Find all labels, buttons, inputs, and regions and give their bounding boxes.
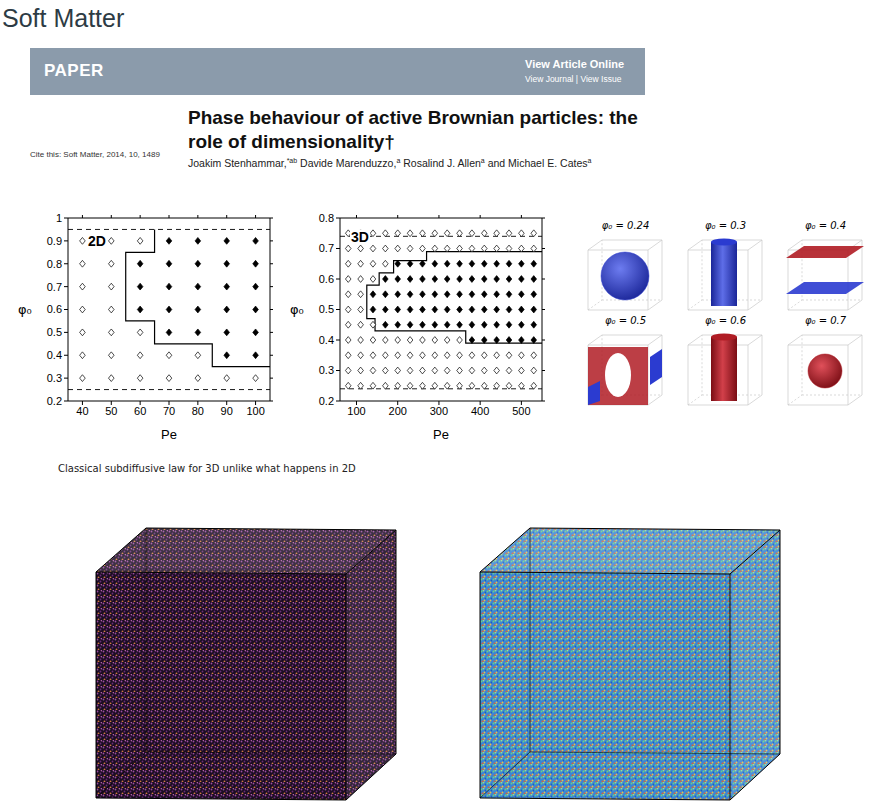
svg-text:300: 300 — [430, 405, 448, 417]
svg-text:0.3: 0.3 — [319, 364, 334, 376]
svg-text:200: 200 — [389, 405, 407, 417]
svg-text:φ₀: φ₀ — [18, 302, 32, 317]
html-text:φ₀ = 0.3: φ₀ = 0.3 — [704, 220, 747, 231]
html-text:Cite this: Soft Matter, 2014,: Cite this: Soft Matter, 2014, 10, 1489 — [30, 150, 160, 159]
html-text:3D: 3D — [351, 229, 369, 245]
svg-text:Pe: Pe — [433, 427, 449, 442]
html-text:φ₀ = 0.6: φ₀ = 0.6 — [704, 315, 747, 326]
svg-text:100: 100 — [347, 405, 365, 417]
html-text:Phase behaviour of active Brow: Phase behaviour of active Brownian parti… — [188, 107, 638, 152]
svg-text:70: 70 — [163, 405, 175, 417]
svg-text:0.3: 0.3 — [47, 372, 62, 384]
svg-text:50: 50 — [105, 405, 117, 417]
svg-text:0.9: 0.9 — [47, 235, 62, 247]
svg-text:0.7: 0.7 — [319, 242, 334, 254]
svg-text:0.8: 0.8 — [319, 212, 334, 224]
svg-text:0.2: 0.2 — [47, 395, 62, 407]
svg-text:φ₀: φ₀ — [290, 302, 304, 317]
svg-text:90: 90 — [221, 405, 233, 417]
svg-text:1: 1 — [56, 212, 62, 224]
svg-text:60: 60 — [134, 405, 146, 417]
html-text:φ₀ = 0.4: φ₀ = 0.4 — [804, 220, 847, 231]
svg-text:40: 40 — [76, 405, 88, 417]
svg-text:0.4: 0.4 — [319, 334, 334, 346]
html-text:PAPER: PAPER — [44, 61, 104, 80]
svg-text:400: 400 — [471, 405, 489, 417]
html-text:φ₀ = 0.24: φ₀ = 0.24 — [601, 220, 650, 231]
svg-text:0.5: 0.5 — [47, 326, 62, 338]
svg-text:0.4: 0.4 — [47, 349, 62, 361]
svg-text:0.6: 0.6 — [319, 273, 334, 285]
svg-text:0.6: 0.6 — [47, 303, 62, 315]
html-text:2D: 2D — [88, 233, 106, 249]
svg-text:80: 80 — [192, 405, 204, 417]
html-text:View Journal | View Issue: View Journal | View Issue — [525, 74, 622, 84]
html-text:φ₀ = 0.5: φ₀ = 0.5 — [604, 315, 647, 326]
html-text:View Article Online: View Article Online — [525, 58, 624, 70]
svg-text:0.8: 0.8 — [47, 258, 62, 270]
svg-text:0.2: 0.2 — [319, 395, 334, 407]
svg-text:0.7: 0.7 — [47, 281, 62, 293]
svg-text:Pe: Pe — [161, 427, 177, 442]
svg-text:100: 100 — [246, 405, 264, 417]
svg-text:0.5: 0.5 — [319, 303, 334, 315]
html-text:φ₀ = 0.7: φ₀ = 0.7 — [804, 315, 847, 326]
html-text:Joakim Stenhammar,*ab Davide M: Joakim Stenhammar,*ab Davide Marenduzzo,… — [188, 156, 592, 169]
html-text:Classical subdiffusive law for: Classical subdiffusive law for 3D unlike… — [58, 463, 356, 474]
html-text:Soft Matter: Soft Matter — [2, 4, 125, 32]
svg-text:500: 500 — [512, 405, 530, 417]
